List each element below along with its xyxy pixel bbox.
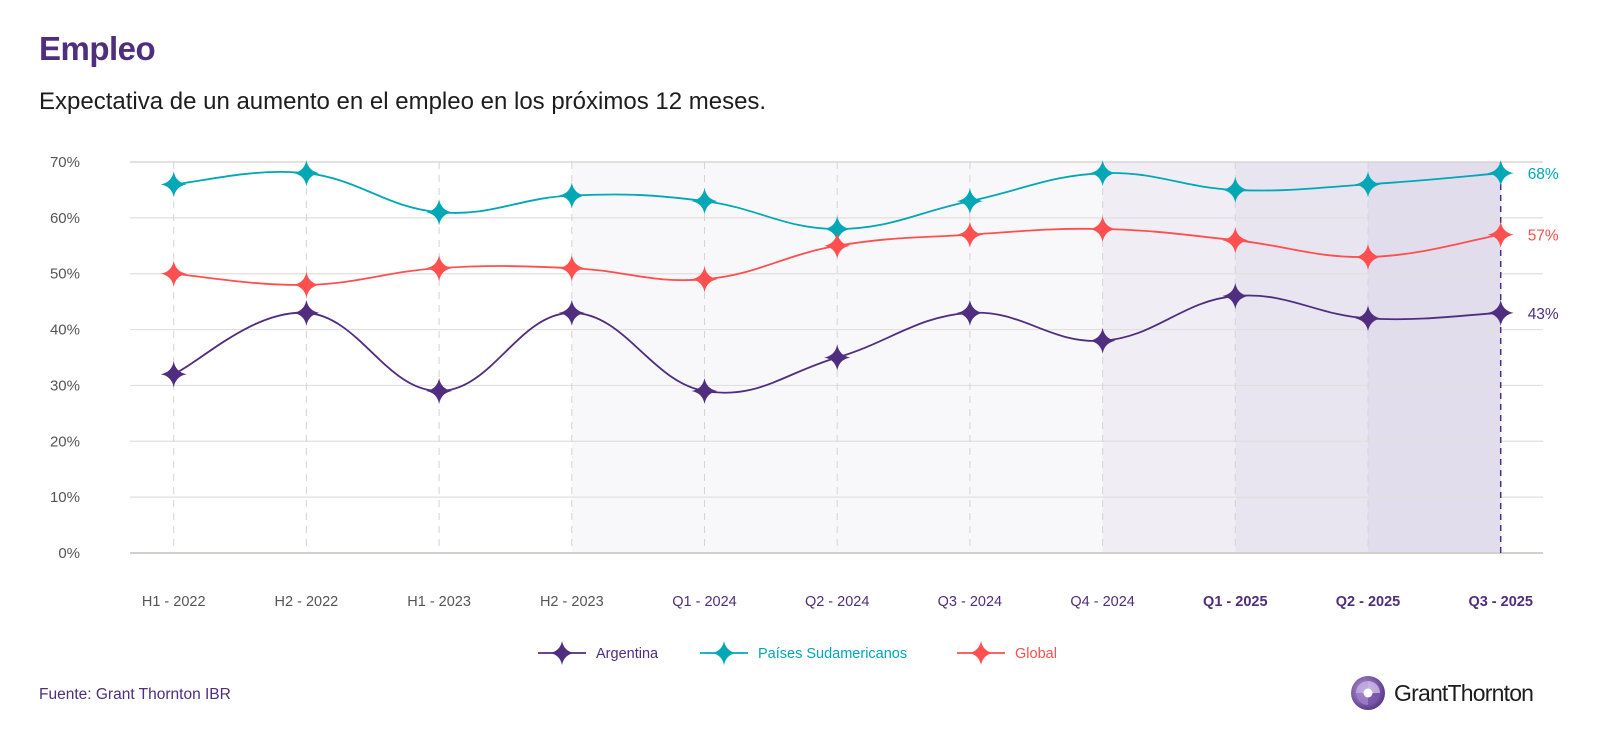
data-point-paises-sudamericanos [691, 188, 718, 215]
y-tick-label: 20% [50, 433, 80, 450]
data-point-paises-sudamericanos [426, 199, 453, 226]
data-point-argentina [824, 344, 851, 371]
data-point-global [956, 221, 983, 248]
y-tick-label: 60% [50, 210, 80, 227]
data-point-global [1089, 216, 1116, 243]
end-value-label-global: 57% [1528, 228, 1559, 245]
y-tick-label: 50% [50, 266, 80, 283]
y-tick-label: 0% [58, 545, 80, 562]
data-point-argentina [1222, 283, 1249, 310]
grant-thornton-logo-icon [1351, 676, 1385, 710]
legend-label-paises-sudamericanos: Países Sudamericanos [758, 646, 907, 662]
data-point-argentina [956, 299, 983, 326]
end-value-label-argentina: 43% [1528, 306, 1559, 323]
data-point-paises-sudamericanos [558, 182, 585, 209]
x-tick-label: H2 - 2023 [540, 594, 604, 610]
x-tick-label: H1 - 2023 [407, 594, 471, 610]
data-point-global [426, 255, 453, 282]
data-point-global [1222, 227, 1249, 254]
data-point-argentina [691, 378, 718, 405]
data-point-paises-sudamericanos [160, 171, 187, 198]
series-line-argentina [173, 294, 1501, 394]
page-subtitle: Expectativa de un aumento en el empleo e… [39, 88, 767, 115]
data-point-argentina [1089, 327, 1116, 354]
logo-text: GrantThornton [1394, 679, 1534, 706]
x-tick-label: H2 - 2022 [275, 594, 339, 610]
data-point-global [293, 271, 320, 298]
legend-marker-global [969, 641, 993, 665]
y-tick-label: 70% [50, 154, 80, 171]
end-value-label-paises-sudamericanos: 68% [1528, 166, 1559, 183]
legend-marker-paises-sudamericanos [712, 641, 736, 665]
legend-label-argentina: Argentina [596, 646, 659, 662]
x-tick-label: Q2 - 2025 [1336, 594, 1401, 610]
data-point-paises-sudamericanos [1487, 160, 1514, 187]
data-point-paises-sudamericanos [1222, 176, 1249, 203]
data-point-global [824, 232, 851, 259]
data-point-paises-sudamericanos [1089, 160, 1116, 187]
x-tick-label: Q1 - 2025 [1203, 594, 1268, 610]
x-tick-label: Q4 - 2024 [1070, 594, 1135, 610]
data-point-global [691, 266, 718, 293]
x-tick-label: H1 - 2022 [142, 594, 206, 610]
legend-label-global: Global [1015, 646, 1057, 662]
data-point-argentina [293, 299, 320, 326]
y-tick-label: 10% [50, 489, 80, 506]
data-point-argentina [426, 378, 453, 405]
y-tick-label: 40% [50, 322, 80, 339]
data-point-global [558, 255, 585, 282]
x-tick-label: Q1 - 2024 [672, 594, 737, 610]
data-point-paises-sudamericanos [956, 188, 983, 215]
y-tick-label: 30% [50, 377, 80, 394]
x-tick-label: Q3 - 2025 [1468, 594, 1533, 610]
data-point-paises-sudamericanos [293, 160, 320, 187]
data-point-argentina [558, 299, 585, 326]
data-point-global [160, 260, 187, 287]
source-note: Fuente: Grant Thornton IBR [39, 686, 231, 703]
shaded-band [1235, 162, 1368, 553]
legend-marker-argentina [550, 641, 574, 665]
data-point-global [1355, 243, 1381, 270]
data-point-argentina [160, 361, 187, 388]
data-point-global [1487, 221, 1514, 248]
shaded-band [1368, 162, 1501, 553]
data-point-paises-sudamericanos [824, 216, 851, 243]
page-title: Empleo [39, 30, 156, 67]
x-tick-label: Q2 - 2024 [805, 594, 870, 610]
x-tick-label: Q3 - 2024 [938, 594, 1003, 610]
grant-thornton-logo: GrantThornton [1350, 675, 1534, 711]
shaded-band [1102, 162, 1236, 553]
data-point-argentina [1487, 299, 1514, 326]
data-point-argentina [1355, 305, 1381, 332]
data-point-paises-sudamericanos [1355, 171, 1381, 198]
